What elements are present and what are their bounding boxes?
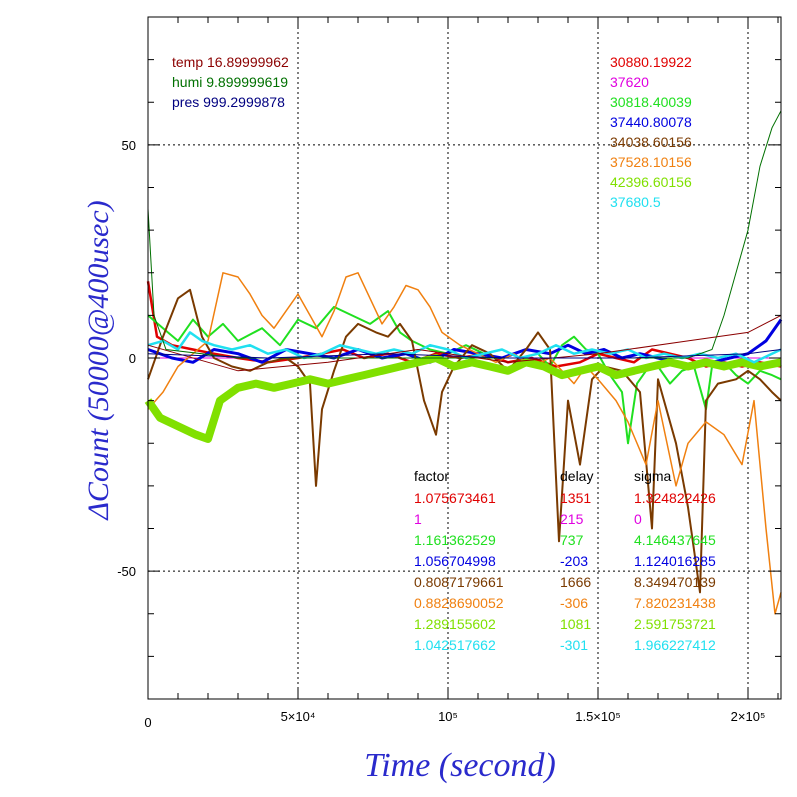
x-tick-label: 2×10⁵ [731,709,766,724]
factor-value: 0.8828690052 [414,595,504,611]
delay-value: 1351 [560,490,591,506]
factor-value: 1.075673461 [414,490,496,506]
environment-line-0 [147,110,782,359]
sigma-value: 1.124016285 [634,553,716,569]
sigma-value: 8.349470139 [634,574,716,590]
delay-value: 737 [560,532,584,548]
tick-labels: 0 5×10⁴ 10⁵ 1.5×10⁵ 2×10⁵ 50 0 -50 [117,138,765,730]
parameter-rows: 1.075673461 1351 1.324822426 1 215 0 1.1613625… [414,490,716,653]
factor-header: factor [414,468,449,484]
series-mean-label: 37528.10156 [610,154,692,170]
env-label: humi 9.899999619 [172,74,288,90]
series-mean-label: 37620 [610,74,649,90]
sigma-value: 2.591753721 [634,616,716,632]
factor-value: 1.161362529 [414,532,496,548]
sigma-value: 1.966227412 [634,637,716,653]
series-line-6 [144,354,782,443]
series-line-7 [147,331,782,364]
y-tick-label: -50 [117,564,136,579]
delay-value: -203 [560,553,588,569]
x-axis-title: Time (second) [364,747,556,784]
env-label: temp 16.89999962 [172,54,289,70]
factor-value: 1 [414,511,422,527]
factor-value: 1.289155602 [414,616,496,632]
sigma-value: 0 [634,511,642,527]
series-mean-label: 34038.60156 [610,134,692,150]
factor-value: 0.8087179661 [414,574,504,590]
delay-value: 215 [560,511,584,527]
x-tick-label: 5×10⁴ [281,709,316,724]
environment-line-1 [147,314,782,372]
sigma-value: 7.820231438 [634,595,716,611]
y-tick-label: 50 [122,138,136,153]
sigma-value: 1.324822426 [634,490,716,506]
parameter-table: factor delay sigma 1.075673461 1351 1.3248… [414,468,716,653]
sigma-value: 4.146437645 [634,532,716,548]
delay-header: delay [560,468,593,484]
factor-value: 1.042517662 [414,637,496,653]
series-line-5 [147,272,782,615]
delay-value: -301 [560,637,588,653]
env-label: pres 999.2999878 [172,94,285,110]
series-mean-labels: 30880.19922 37620 30818.40039 37440.80078 34… [610,54,692,210]
x-tick-label: 10⁵ [438,709,458,724]
y-tick-label: 0 [129,351,136,366]
series-mean-label: 37680.5 [610,194,661,210]
series-mean-label: 30818.40039 [610,94,692,110]
sigma-header: sigma [634,468,672,484]
delay-value: 1666 [560,574,591,590]
environment-labels: temp 16.89999962 humi 9.899999619 pres 999… [172,54,289,110]
x-tick-label: 1.5×10⁵ [575,709,621,724]
series-mean-label: 37440.80078 [610,114,692,130]
factor-value: 1.056704998 [414,553,496,569]
environment-line-2 [147,349,782,359]
environment-lines [147,110,782,372]
x-tick-label: 0 [144,715,151,730]
series-mean-label: 30880.19922 [610,54,692,70]
series-mean-label: 42396.60156 [610,174,692,190]
delay-value: 1081 [560,616,591,632]
y-axis-title: ΔCount (50000@400usec) [82,200,115,520]
series-line-2 [147,305,782,445]
axis-ticks [147,17,781,699]
delay-value: -306 [560,595,588,611]
